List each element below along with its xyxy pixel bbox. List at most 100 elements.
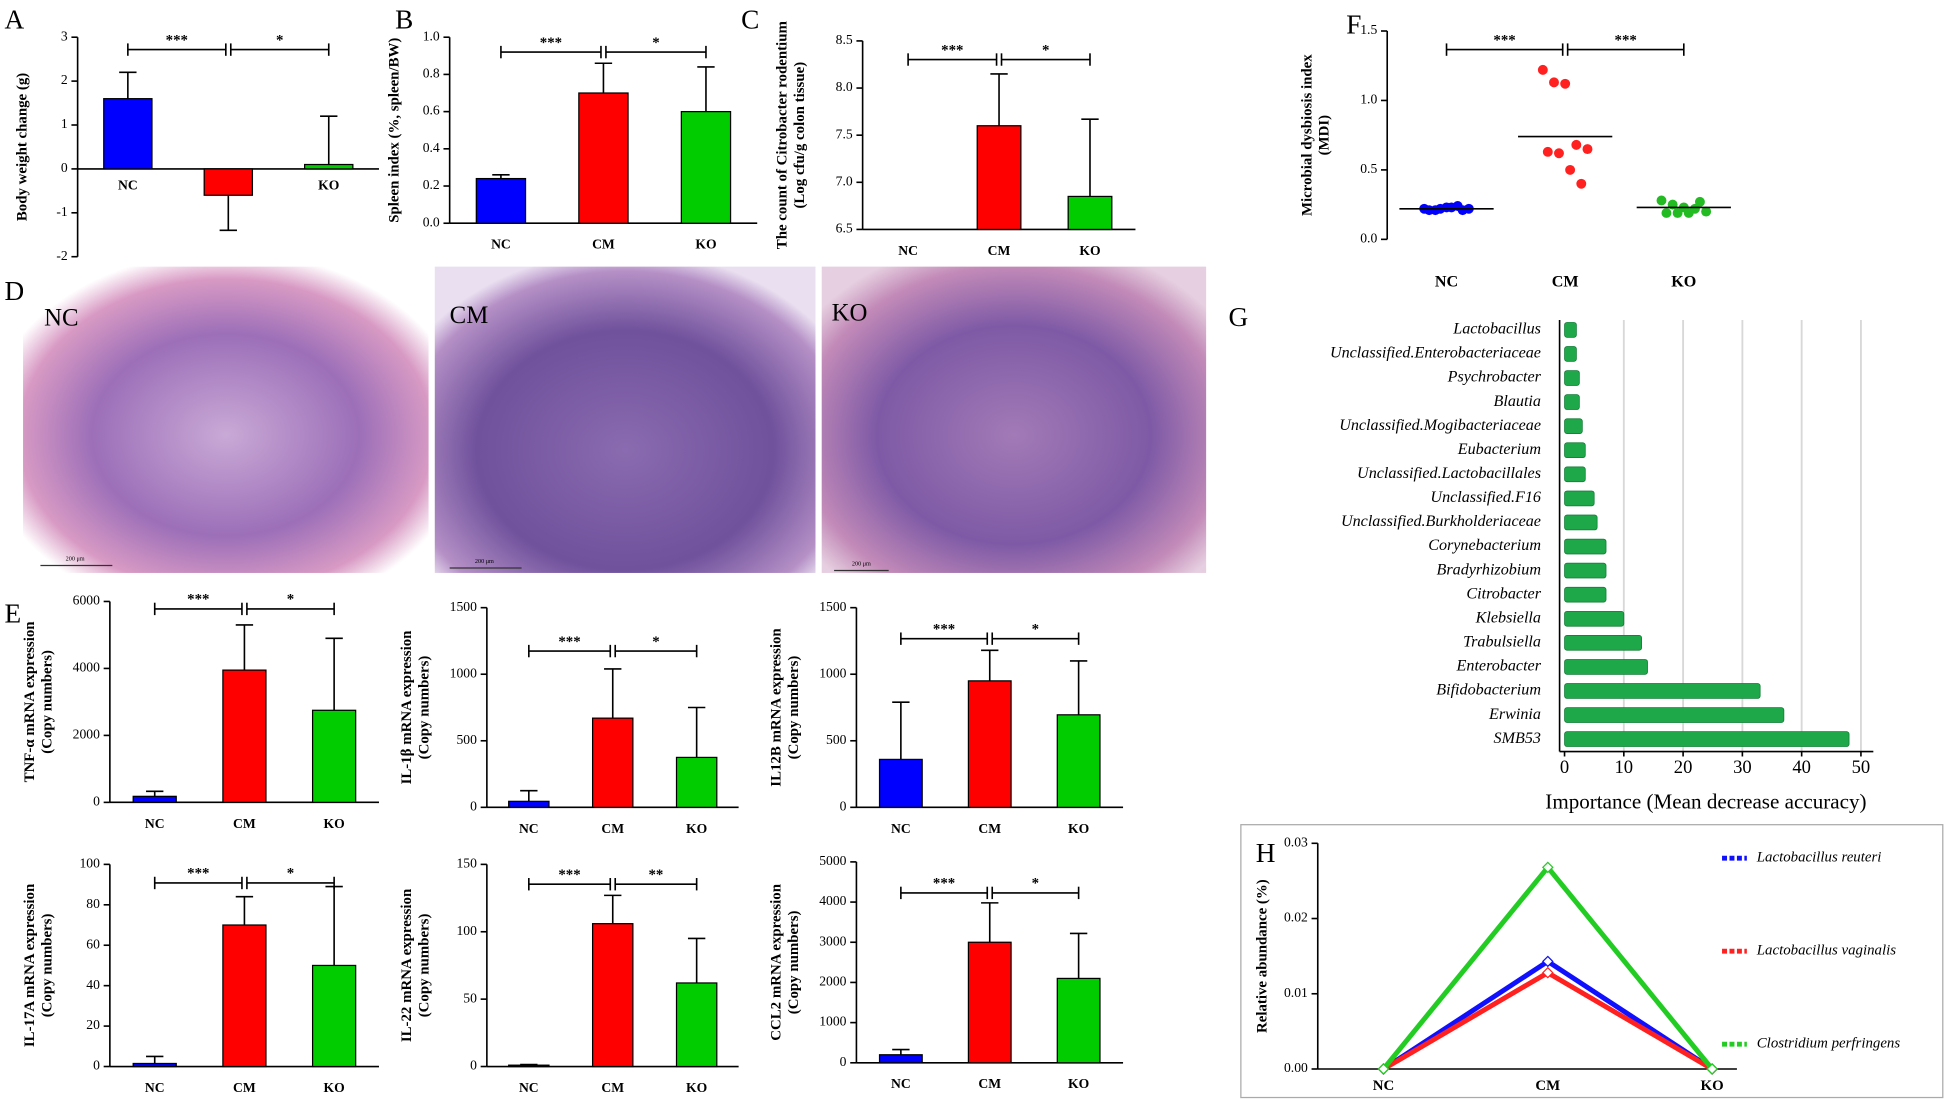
significance-label: ***	[933, 621, 955, 637]
significance-label: ***	[941, 42, 963, 58]
y-tick-label: 60	[86, 936, 100, 951]
significance-label: *	[652, 634, 659, 650]
x-tick-label: 20	[1674, 757, 1693, 778]
y-tick-label: 1000	[450, 665, 477, 680]
bar	[1564, 659, 1648, 675]
x-tick-label: KO	[324, 1080, 345, 1095]
y-axis-label: (MDI)	[1317, 115, 1333, 156]
y-tick-label: 1.0	[1360, 92, 1377, 107]
bar	[1564, 466, 1586, 483]
significance-label: *	[1042, 42, 1049, 58]
y-axis-label: (Copy numbers)	[39, 650, 55, 754]
bar	[1056, 977, 1101, 1064]
y-tick-label: 8.0	[836, 79, 853, 94]
histology-image	[821, 266, 1207, 573]
category-label: Corynebacterium	[1428, 537, 1541, 554]
panel-letter: B	[395, 5, 413, 35]
bar	[132, 795, 177, 803]
category-label: Trabulsiella	[1463, 634, 1541, 651]
scale-bar-label: 200 μm	[66, 556, 85, 563]
x-tick-label: NC	[891, 1076, 911, 1091]
category-label: Enterobacter	[1456, 658, 1542, 675]
x-tick-label: KO	[686, 821, 707, 836]
y-tick-label: 2000	[819, 974, 846, 989]
y-axis-label: TNF-α mRNA expression	[22, 621, 38, 783]
y-tick-label: 3000	[819, 933, 846, 948]
y-tick-label: 150	[457, 855, 478, 870]
y-axis-label: (Copy numbers)	[416, 656, 432, 760]
bar	[1564, 586, 1607, 603]
significance-label: ***	[1615, 32, 1637, 48]
y-tick-label: 0	[61, 160, 68, 175]
bar	[591, 717, 634, 808]
significance-label: ***	[558, 634, 580, 650]
x-axis-label: Importance (Mean decrease accuracy)	[1545, 789, 1866, 813]
bar	[878, 1054, 923, 1064]
y-tick-label: 0.03	[1284, 834, 1308, 849]
legend-label: Lactobacillus vaginalis	[1756, 943, 1896, 959]
x-tick-label: CM	[601, 1080, 624, 1095]
y-tick-label: 1500	[450, 599, 477, 614]
y-tick-label: 0.0	[1360, 230, 1377, 245]
y-tick-label: 0.2	[423, 177, 440, 192]
y-axis-label: IL12B mRNA expression	[768, 628, 784, 787]
x-tick-label: CM	[988, 243, 1011, 258]
significance-label: ***	[558, 867, 580, 883]
x-tick-label: 0	[1560, 757, 1569, 778]
bar	[132, 1062, 177, 1068]
bar	[1564, 442, 1586, 459]
significance-label: ***	[540, 35, 562, 51]
y-tick-label: 0.6	[423, 103, 440, 118]
y-axis-label: IL-22 mRNA expression	[399, 888, 415, 1042]
bar	[976, 125, 1022, 231]
data-point	[1446, 202, 1457, 213]
y-tick-label: 5000	[819, 853, 846, 868]
x-tick-label: CM	[1535, 1078, 1560, 1094]
y-tick-label: 0.02	[1284, 910, 1308, 925]
bar	[1564, 418, 1583, 434]
data-point	[1656, 195, 1667, 206]
y-tick-label: 6000	[73, 593, 100, 608]
y-tick-label: 0	[840, 1054, 847, 1069]
image-label: CM	[450, 302, 489, 329]
bar	[1564, 538, 1607, 555]
scale-bar-label: 200 μm	[852, 561, 871, 568]
y-axis-label: The count of Citrobacter rodentium	[775, 21, 791, 250]
y-tick-label: 20	[86, 1017, 100, 1032]
category-label: Unclassified.Burkholderiaceae	[1341, 513, 1541, 530]
y-tick-label: 0.0	[423, 214, 440, 229]
data-point	[1694, 196, 1705, 207]
y-tick-label: 4000	[73, 660, 100, 675]
x-tick-label: NC	[519, 1080, 539, 1095]
significance-label: *	[287, 592, 294, 608]
data-point	[1560, 78, 1571, 89]
category-label: Unclassified.Lactobacillales	[1357, 465, 1541, 482]
x-tick-label: NC	[891, 821, 911, 836]
data-point	[1582, 144, 1593, 155]
x-tick-label: NC	[1435, 273, 1458, 290]
data-point	[1683, 207, 1694, 218]
bar	[475, 177, 527, 224]
category-label: Unclassified.F16	[1430, 489, 1541, 506]
y-axis-label: (Copy numbers)	[39, 914, 55, 1018]
panel-letter: H	[1256, 838, 1276, 868]
y-tick-label: 0.5	[1360, 161, 1377, 176]
x-tick-label: KO	[324, 816, 345, 831]
y-tick-label: 4000	[819, 893, 846, 908]
bar	[508, 1064, 550, 1068]
x-tick-label: CM	[233, 1080, 256, 1095]
x-tick-label: KO	[318, 177, 339, 192]
image-label: NC	[44, 305, 78, 332]
bar	[675, 982, 718, 1068]
y-axis-label: (Copy numbers)	[416, 914, 432, 1018]
panel-letter: D	[4, 276, 24, 306]
bar	[222, 669, 267, 803]
x-tick-label: 50	[1852, 757, 1871, 778]
y-axis-label: Relative abundance (%)	[1255, 879, 1271, 1033]
x-tick-label: NC	[145, 1080, 165, 1095]
y-axis-label: IL-17A mRNA expression	[22, 883, 38, 1047]
x-tick-label: KO	[1671, 273, 1696, 290]
category-label: Citrobacter	[1466, 585, 1541, 602]
x-tick-label: NC	[145, 816, 165, 831]
